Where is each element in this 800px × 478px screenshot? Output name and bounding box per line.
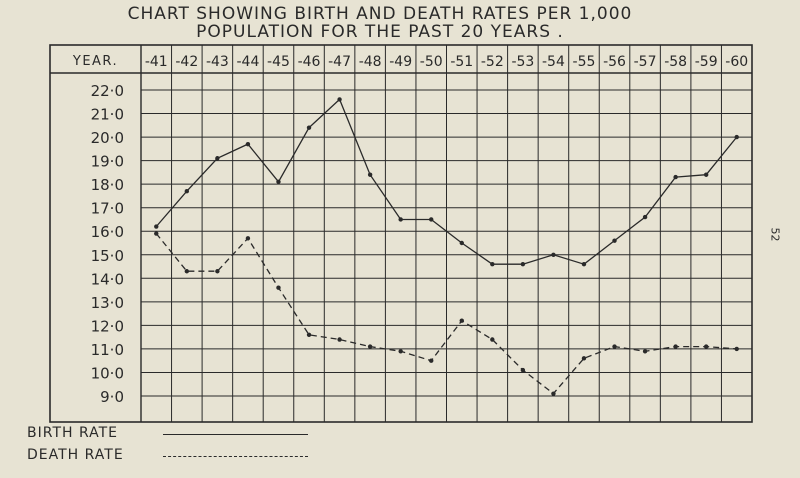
x-tick-label: -52 xyxy=(481,54,504,70)
birth-rate-point xyxy=(673,174,678,180)
x-tick-label: -47 xyxy=(328,54,351,70)
birth-rate-point xyxy=(367,172,373,177)
x-tick-label: -58 xyxy=(664,54,687,70)
death-rate-point xyxy=(734,346,739,352)
birth-rate-point xyxy=(184,189,190,194)
y-tick-label: 15·0 xyxy=(91,247,124,265)
death-rate-point xyxy=(154,231,159,236)
birth-rate-point xyxy=(276,179,281,184)
birth-rate-point xyxy=(703,172,709,177)
chart-frame xyxy=(49,44,753,423)
death-rate-line xyxy=(155,233,737,395)
y-tick-label: 19·0 xyxy=(91,153,124,171)
birth-rate-point xyxy=(520,261,526,267)
x-tick-label: -56 xyxy=(603,54,626,70)
x-tick-label: -57 xyxy=(634,54,657,70)
death-rate-point xyxy=(581,356,587,361)
birth-rate-line xyxy=(155,98,738,265)
x-tick-label: -41 xyxy=(145,54,168,70)
death-rate-point xyxy=(429,358,434,363)
death-rate-point xyxy=(215,269,220,274)
x-tick-label: -48 xyxy=(359,54,382,70)
death-rate-point xyxy=(398,349,403,354)
birth-rate-point xyxy=(215,156,220,161)
legend-death-rate-label: DEATH RATE xyxy=(27,447,124,463)
death-rate-point xyxy=(520,367,526,373)
birth-rate-point xyxy=(154,224,159,229)
x-tick-label: -55 xyxy=(573,54,596,70)
birth-rate-point xyxy=(490,261,495,267)
death-rate-point xyxy=(703,344,709,349)
legend-birth-rate-label: BIRTH RATE xyxy=(27,425,119,441)
birth-rate-point xyxy=(642,214,648,220)
x-tick-label: -59 xyxy=(695,54,718,70)
y-tick-label: 22·0 xyxy=(91,82,124,100)
x-tick-label: -53 xyxy=(511,54,534,70)
x-tick-label: -45 xyxy=(267,54,290,70)
x-tick-label: -51 xyxy=(450,54,473,70)
birth-rate-point xyxy=(551,252,556,257)
chart-title-line-1: CHART SHOWING BIRTH AND DEATH RATES PER … xyxy=(127,4,633,24)
year-header-label: YEAR. xyxy=(72,54,118,69)
death-rate-point xyxy=(184,269,190,274)
death-rate-point xyxy=(337,337,342,342)
birth-rate-point xyxy=(581,261,587,267)
death-rate-point xyxy=(642,349,648,354)
y-tick-label: 11·0 xyxy=(91,341,124,359)
y-tick-label: 16·0 xyxy=(91,223,124,241)
y-tick-label: 9·0 xyxy=(100,388,124,406)
y-tick-label: 21·0 xyxy=(91,106,124,124)
birth-rate-point xyxy=(612,238,617,243)
birth-rate-point xyxy=(398,217,403,222)
y-tick-label: 20·0 xyxy=(91,129,124,147)
y-tick-label: 18·0 xyxy=(91,176,124,194)
birth-rate-point xyxy=(734,134,739,140)
birth-rate-point xyxy=(459,240,464,246)
legend-death-rate-swatch xyxy=(163,456,308,457)
x-tick-label: -54 xyxy=(542,54,565,70)
birth-rate-point xyxy=(245,141,251,147)
death-rate-point xyxy=(612,344,617,349)
x-tick-label: -49 xyxy=(389,54,412,70)
birth-rate-point xyxy=(306,125,312,130)
y-tick-label: 10·0 xyxy=(91,364,124,382)
death-rate-point xyxy=(673,344,678,349)
y-tick-label: 17·0 xyxy=(91,200,124,218)
x-tick-label: -44 xyxy=(236,54,259,70)
death-rate-point xyxy=(367,344,373,349)
death-rate-point xyxy=(245,236,251,241)
death-rate-point xyxy=(459,318,464,323)
death-rate-point xyxy=(306,332,312,337)
y-tick-label: 12·0 xyxy=(91,317,124,335)
chart-title-line-2: POPULATION FOR THE PAST 20 YEARS . xyxy=(196,22,564,42)
legend-birth-rate-swatch xyxy=(163,434,308,435)
x-tick-label: -46 xyxy=(298,54,321,70)
birth-rate-point xyxy=(337,97,342,102)
birth-rate-point xyxy=(429,217,434,222)
death-rate-point xyxy=(490,337,495,342)
x-tick-label: -60 xyxy=(725,54,748,70)
x-tick-label: -43 xyxy=(206,54,229,70)
x-tick-label: -42 xyxy=(175,54,198,70)
x-tick-label: -50 xyxy=(420,54,443,70)
death-rate-point xyxy=(276,285,281,290)
y-tick-label: 13·0 xyxy=(91,294,124,312)
death-rate-point xyxy=(551,391,556,396)
y-tick-label: 14·0 xyxy=(91,270,124,288)
